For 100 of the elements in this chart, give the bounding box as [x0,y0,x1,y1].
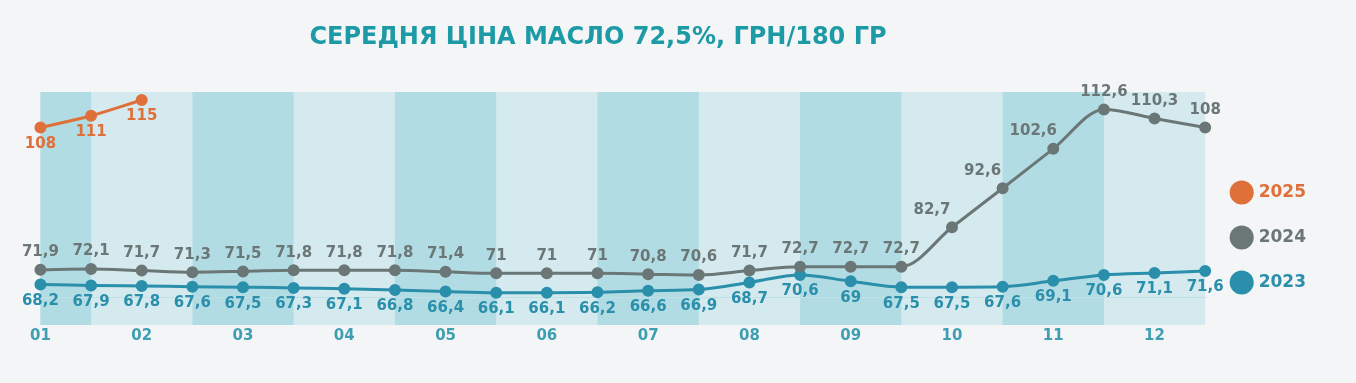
x-tick-label: 05 [435,325,456,344]
point [85,263,98,276]
point [135,94,148,106]
point [338,264,351,277]
data-label: 69 [840,287,862,306]
data-label: 71,3 [173,244,211,263]
data-label: 71 [485,245,507,264]
data-label: 66,6 [629,297,667,316]
x-tick-label: 11 [1042,325,1064,344]
point [237,281,249,294]
data-label: 71,4 [427,244,465,263]
point [743,276,756,289]
data-label: 82,7 [913,199,951,218]
data-label: 68,7 [730,288,768,307]
data-label: 67,5 [933,293,971,312]
data-label: 66,1 [528,299,566,318]
point [490,267,503,280]
chart-title: СЕРЕДНЯ ЦІНА МАСЛО 72,5%, ГРН/180 ГР [308,22,888,50]
data-label: 66,8 [376,296,414,315]
data-label: 71,8 [376,242,414,261]
point [338,282,351,295]
legend-label: 2023 [1258,270,1307,291]
data-label: 71,8 [325,242,363,261]
data-label: 67,8 [123,292,161,311]
x-tick-label: 03 [232,325,254,344]
x-tick-label: 12 [1144,325,1165,344]
point [85,279,98,292]
data-label: 102,6 [1009,121,1057,140]
legend-label: 2024 [1258,225,1307,246]
point [1148,266,1161,279]
point [895,260,908,273]
data-label: 71,7 [123,242,161,261]
data-label: 108 [24,133,57,152]
point [591,286,604,299]
point [540,286,553,299]
data-label: 67,9 [72,291,110,310]
data-label: 67,5 [224,293,262,312]
point [692,268,705,281]
data-label: 71,6 [1186,277,1224,296]
point [1097,103,1110,116]
data-label: 72,7 [832,239,870,258]
point [743,264,756,277]
x-tick-label: 06 [536,325,558,344]
point [490,286,503,299]
point [287,264,300,277]
point [287,281,300,294]
data-label: 115 [126,106,158,125]
data-label: 67,5 [882,293,920,312]
data-label: 68,2 [21,290,59,309]
data-label: 69,1 [1034,287,1072,306]
point [1199,265,1212,277]
data-label: 71,8 [275,242,313,261]
point [1199,121,1212,134]
data-label: 72,1 [72,241,110,260]
point [945,221,958,234]
data-label: 71,9 [21,242,59,261]
point [85,109,98,122]
data-label: 67,1 [325,295,363,314]
data-label: 71,1 [1136,279,1174,298]
point [388,264,401,277]
data-label: 71 [536,245,558,264]
x-tick-label: 02 [131,325,153,344]
point [34,263,47,276]
point [540,267,553,280]
data-label: 72,7 [781,239,819,258]
legend-label: 2025 [1258,180,1307,201]
data-label: 92,6 [964,160,1002,179]
data-label: 70,8 [629,246,667,265]
data-label: 112,6 [1080,81,1128,100]
point [439,265,452,278]
point [844,260,857,273]
data-label: 108 [1189,99,1221,118]
point [642,268,655,281]
data-label: 70,6 [1085,281,1123,300]
data-label: 111 [75,122,107,141]
data-label: 66,2 [578,298,616,317]
data-label: 67,3 [275,294,313,313]
data-label: 67,6 [173,293,211,312]
data-label: 71,5 [224,243,262,262]
point [186,280,199,293]
point [996,280,1009,293]
point [1097,268,1110,281]
x-tick-label: 01 [30,325,51,344]
data-label: 70,6 [680,247,718,266]
point [439,285,452,298]
data-label: 71,7 [730,242,768,261]
x-tick-label: 07 [637,325,659,344]
point [388,283,401,296]
data-label: 66,9 [680,295,718,314]
point [844,275,857,288]
point [1047,142,1060,155]
data-label: 110,3 [1130,90,1179,109]
point [642,284,655,297]
data-label: 66,4 [427,297,465,316]
point [34,278,47,291]
data-label: 67,6 [984,293,1022,312]
point [794,260,807,273]
point [1148,112,1161,125]
point [186,266,199,279]
point [591,267,604,280]
